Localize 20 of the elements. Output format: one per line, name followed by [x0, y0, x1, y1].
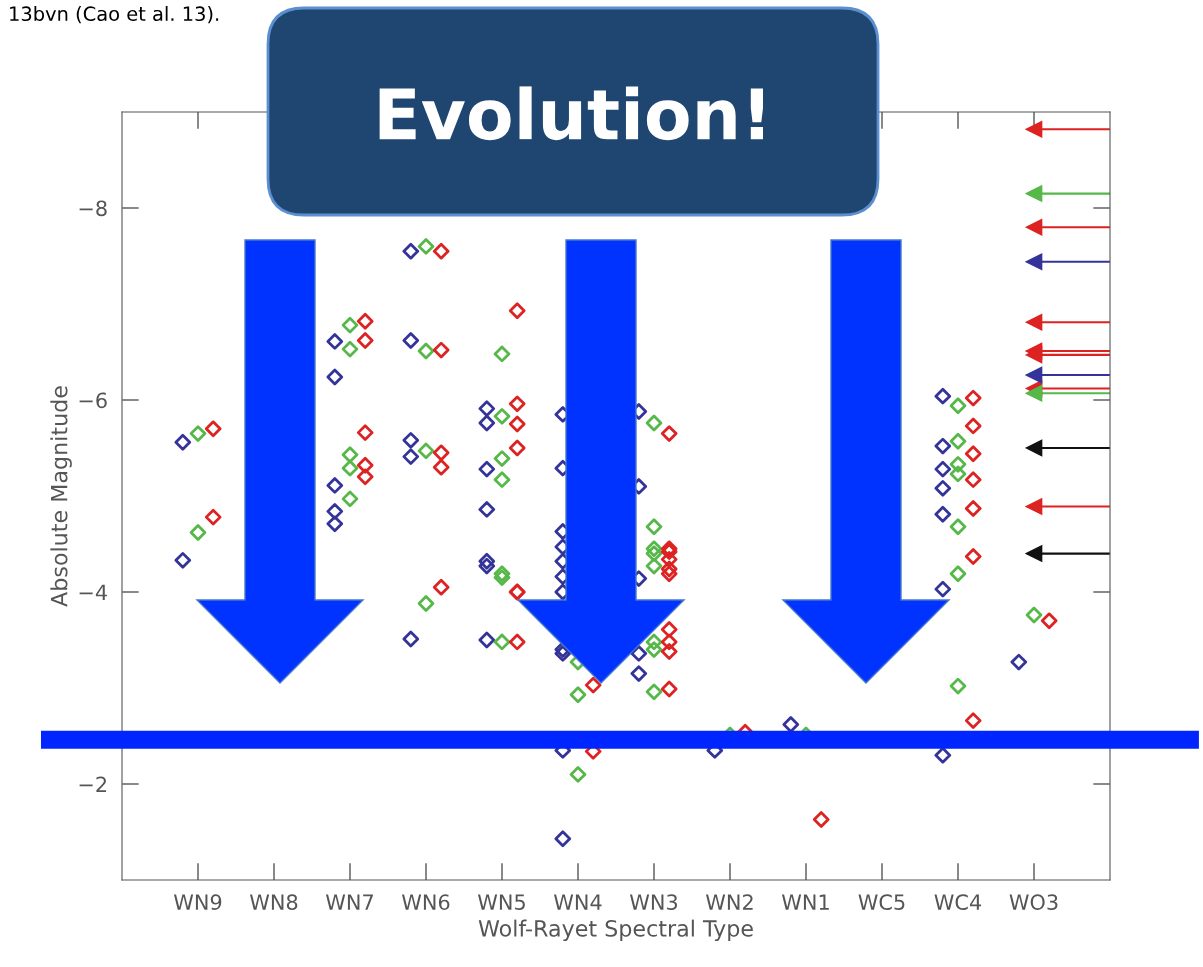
x-tick-label: WN9 — [173, 894, 222, 911]
x-tick-label: WO3 — [1009, 894, 1058, 911]
x-axis-title: Wolf-Rayet Spectral Type — [478, 919, 753, 942]
y-axis-title: Absolute Magnitude — [50, 386, 72, 607]
y-tick-label: −8 — [79, 200, 107, 217]
x-tick-label: WC4 — [934, 894, 982, 911]
chart-title: Evolution! — [379, 86, 764, 141]
x-tick-label: WN2 — [705, 894, 753, 910]
x-tick-label: WN6 — [401, 894, 450, 911]
x-tick-label: WN3 — [629, 894, 678, 911]
x-tick-label: WN7 — [325, 894, 373, 910]
x-tick-label: WN5 — [477, 894, 525, 911]
text: 13bvn (Cao et al. 13). — [10, 6, 219, 24]
y-tick-label: −4 — [79, 584, 107, 600]
y-tick-label: −6 — [79, 392, 107, 409]
y-tick-label: −2 — [79, 776, 107, 792]
x-tick-label: WN4 — [553, 894, 602, 910]
x-tick-label: WN8 — [249, 894, 298, 911]
x-tick-label: WC5 — [858, 894, 905, 911]
x-tick-label: WN1 — [781, 894, 829, 910]
